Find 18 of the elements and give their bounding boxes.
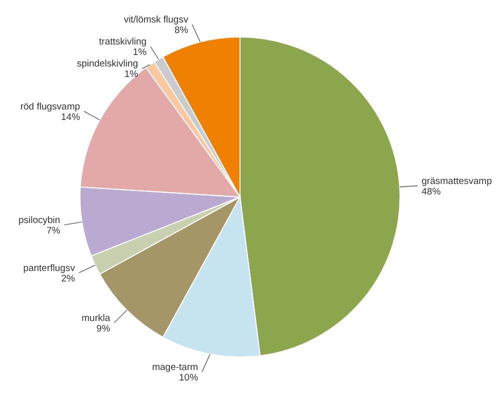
slice-label: vit/lömsk flugsv (124, 14, 188, 26)
slice-label: mage-tarm (152, 362, 198, 373)
slice-label: spindelskivling (76, 58, 138, 70)
slice-label: röd flugsvamp (20, 101, 80, 112)
data-label: 1% (124, 69, 139, 80)
data-label: 8% (174, 25, 189, 36)
data-label: 1% (132, 47, 148, 58)
data-label: 48% (422, 186, 442, 198)
slice-label: panterflugsv (23, 262, 76, 274)
data-label: 7% (46, 225, 61, 236)
slice-label: gräsmattesvamp (422, 176, 492, 187)
slice-label: trattskivling (99, 36, 147, 48)
data-label: 2% (61, 273, 76, 284)
slice-label: psilocybin (18, 214, 60, 226)
data-label: 9% (96, 323, 111, 334)
slice-label: murkla (82, 312, 111, 324)
data-label: 14% (61, 112, 81, 123)
data-label: 10% (179, 372, 199, 384)
